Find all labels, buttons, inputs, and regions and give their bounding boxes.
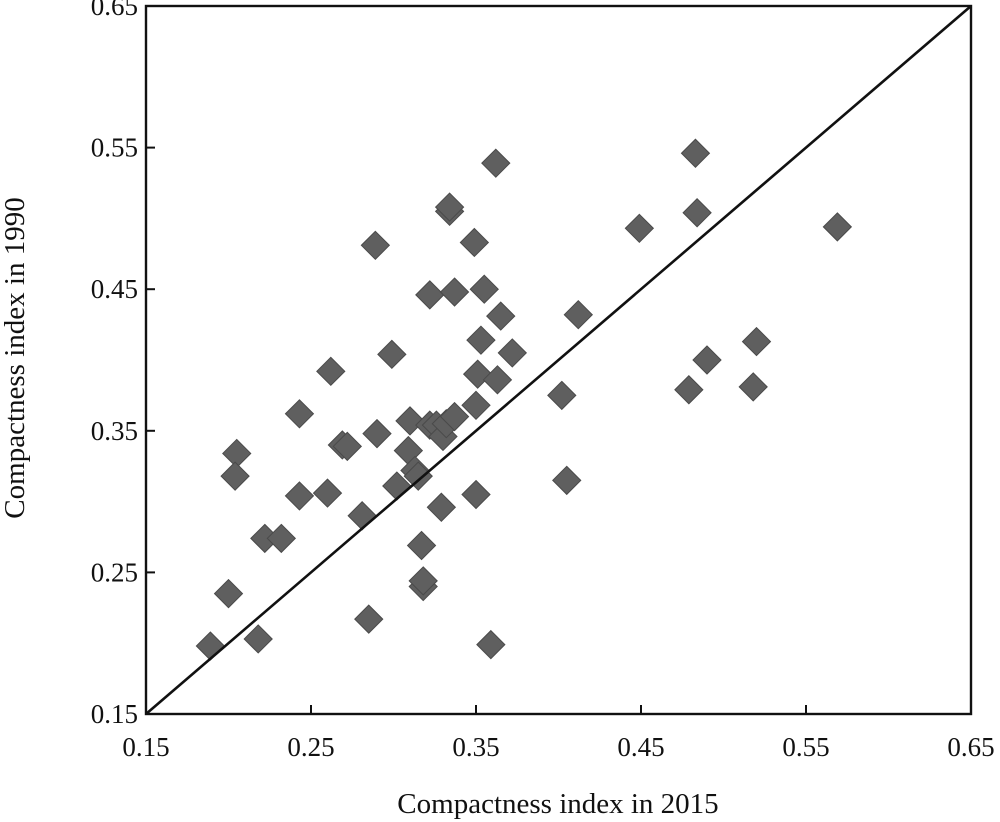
x-tick-label: 0.25 xyxy=(287,732,334,762)
data-point-diamond xyxy=(674,375,704,405)
data-point-diamond xyxy=(481,148,511,178)
data-point-diamond xyxy=(312,478,343,508)
x-tick-label: 0.45 xyxy=(617,732,664,762)
data-point-diamond xyxy=(738,372,768,402)
axis-ticks: 0.15 0.25 0.35 0.45 0.55 0.65 0.15 0.25 0.35 0.45… xyxy=(91,0,995,762)
data-point-diamond xyxy=(243,624,273,654)
data-point-diamond xyxy=(347,501,377,531)
data-point-diamond xyxy=(362,418,392,449)
y-tick-label: 0.45 xyxy=(91,274,138,304)
data-point-diamond xyxy=(497,338,528,368)
x-tick-label: 0.35 xyxy=(452,732,499,762)
data-point-diamond xyxy=(434,192,465,222)
data-point-diamond xyxy=(415,280,445,310)
data-point-diamond xyxy=(332,431,363,462)
x-axis-title: Compactness index in 2015 xyxy=(397,788,718,820)
data-point-diamond xyxy=(680,138,711,168)
x-tick-label: 0.65 xyxy=(947,732,994,762)
data-point-diamond xyxy=(439,401,470,432)
x-tick-label: 0.15 xyxy=(122,732,169,762)
data-point-diamond xyxy=(284,399,315,429)
data-point-diamond xyxy=(563,299,594,330)
y-tick-label: 0.65 xyxy=(91,0,138,21)
data-point-diamond xyxy=(482,365,513,395)
data-point-diamond xyxy=(486,301,516,331)
data-point-diamond xyxy=(682,198,712,228)
data-point-diamond xyxy=(476,629,506,660)
data-point-diamond xyxy=(692,345,722,375)
reference-line-y-equals-x xyxy=(145,5,972,715)
data-point-diamond xyxy=(469,274,499,304)
data-point-diamond xyxy=(439,277,470,307)
data-point-diamond xyxy=(360,230,391,261)
x-tick-label: 0.55 xyxy=(782,732,829,762)
data-point-diamond xyxy=(408,566,438,596)
data-point-diamond xyxy=(377,339,407,370)
data-point-diamond xyxy=(213,578,244,609)
data-point-diamond xyxy=(220,461,250,491)
data-point-diamond xyxy=(266,523,297,554)
data-point-diamond xyxy=(195,631,226,661)
data-point-diamond xyxy=(406,530,437,561)
data-point-diamond xyxy=(466,325,496,355)
data-point-diamond xyxy=(459,227,490,258)
data-point-diamond xyxy=(461,390,491,421)
data-point-diamond xyxy=(284,481,315,511)
data-point-diamond xyxy=(426,492,457,522)
data-point-diamond xyxy=(316,356,346,387)
data-point-diamond xyxy=(552,465,582,496)
y-tick-label: 0.25 xyxy=(91,557,138,587)
data-point-diamond xyxy=(624,213,655,244)
data-point-diamond xyxy=(354,604,384,634)
data-points xyxy=(195,138,853,661)
data-point-diamond xyxy=(822,212,853,242)
data-point-diamond xyxy=(547,380,577,411)
data-point-diamond xyxy=(461,479,491,510)
data-point-diamond xyxy=(741,326,772,357)
plot-frame xyxy=(144,4,973,716)
data-point-diamond xyxy=(395,406,425,436)
y-tick-label: 0.35 xyxy=(91,416,138,446)
y-tick-label: 0.15 xyxy=(91,699,138,729)
y-axis-title: Compactness index in 1990 xyxy=(0,197,31,518)
y-tick-label: 0.55 xyxy=(91,133,138,163)
